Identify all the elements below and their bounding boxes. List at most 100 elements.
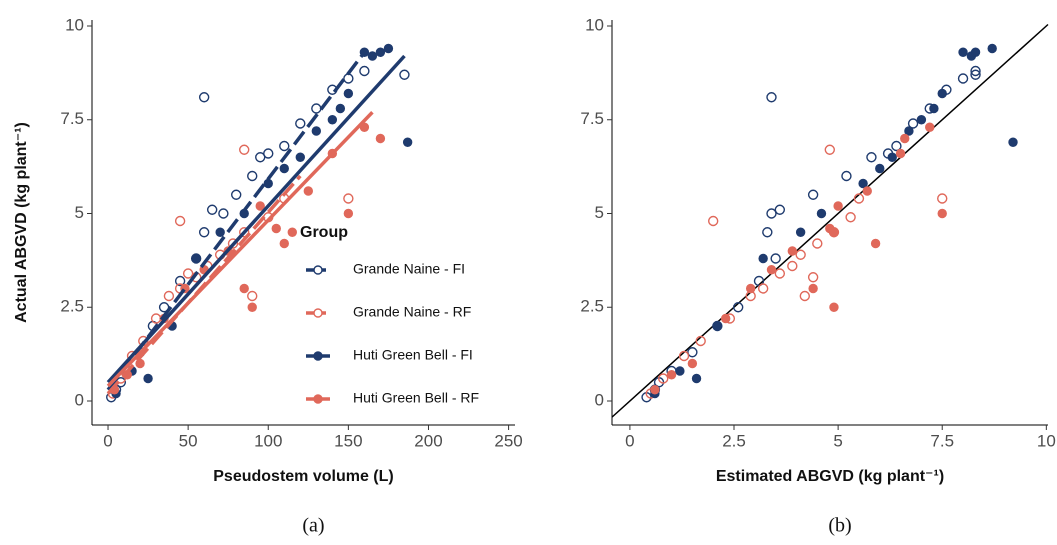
data-point bbox=[900, 133, 910, 144]
data-point bbox=[666, 370, 677, 380]
data-point bbox=[774, 204, 786, 215]
data-point bbox=[215, 227, 225, 237]
data-point bbox=[678, 350, 690, 362]
data-point bbox=[335, 103, 346, 114]
data-point bbox=[687, 358, 698, 369]
data-point bbox=[808, 283, 818, 294]
data-point bbox=[829, 302, 839, 312]
data-point bbox=[263, 148, 274, 159]
data-point bbox=[875, 163, 885, 174]
data-point bbox=[271, 223, 281, 234]
data-point bbox=[958, 47, 968, 57]
data-point bbox=[295, 118, 306, 129]
reference-line bbox=[611, 23, 1049, 418]
data-point bbox=[757, 283, 769, 294]
y-tick-label: 2.5 bbox=[580, 297, 604, 316]
data-point bbox=[675, 366, 685, 376]
fit-line bbox=[106, 54, 406, 384]
data-point bbox=[687, 347, 698, 358]
data-point bbox=[359, 122, 370, 132]
legend-title: Group bbox=[300, 224, 348, 241]
data-point bbox=[343, 208, 354, 219]
legend-label: Grande Naine - FI bbox=[353, 261, 465, 277]
legend-label: Huti Green Bell - FI bbox=[353, 347, 473, 363]
fit-line bbox=[106, 111, 374, 388]
data-point bbox=[311, 126, 322, 136]
data-point bbox=[987, 43, 997, 54]
data-point bbox=[970, 47, 981, 57]
data-point bbox=[343, 193, 354, 204]
data-point bbox=[163, 290, 175, 302]
legend-marker bbox=[313, 265, 323, 275]
data-point bbox=[766, 208, 777, 219]
data-point bbox=[816, 208, 827, 219]
data-point bbox=[311, 103, 322, 114]
data-point bbox=[206, 204, 218, 215]
x-tick-label: 7.5 bbox=[930, 431, 954, 450]
data-point bbox=[770, 253, 781, 264]
data-point bbox=[866, 152, 877, 163]
data-point bbox=[327, 115, 338, 125]
data-point bbox=[766, 92, 777, 103]
data-point bbox=[695, 335, 706, 347]
data-point bbox=[247, 290, 258, 302]
data-point bbox=[231, 189, 242, 200]
data-point bbox=[845, 212, 856, 223]
data-point bbox=[762, 227, 773, 238]
legend-label: Grande Naine - RF bbox=[353, 304, 471, 320]
data-point bbox=[929, 103, 939, 114]
data-point bbox=[732, 302, 744, 313]
data-point bbox=[198, 227, 210, 238]
data-point bbox=[191, 253, 201, 264]
data-point bbox=[774, 268, 786, 279]
x-tick-label: 150 bbox=[334, 431, 362, 450]
data-point bbox=[255, 201, 265, 211]
data-point bbox=[343, 73, 354, 84]
data-point bbox=[907, 118, 919, 129]
y-tick-label: 0 bbox=[75, 390, 84, 409]
data-point bbox=[812, 238, 823, 249]
data-point bbox=[862, 186, 872, 196]
data-point bbox=[937, 208, 947, 219]
data-point bbox=[691, 373, 702, 384]
data-point bbox=[247, 302, 257, 312]
data-point bbox=[650, 385, 660, 395]
y-tick-label: 7.5 bbox=[580, 109, 604, 128]
data-point bbox=[916, 115, 927, 125]
data-point bbox=[239, 144, 250, 155]
data-point bbox=[824, 144, 835, 155]
data-point bbox=[279, 163, 289, 174]
data-point bbox=[218, 208, 229, 219]
data-point bbox=[135, 358, 145, 369]
data-point bbox=[707, 215, 719, 227]
data-point bbox=[343, 88, 354, 99]
data-point bbox=[399, 69, 410, 80]
data-point bbox=[795, 249, 806, 260]
panel-caption: (a) bbox=[302, 515, 324, 537]
panel-caption: (b) bbox=[828, 515, 851, 537]
data-point bbox=[227, 238, 239, 249]
data-point bbox=[970, 65, 981, 77]
data-point bbox=[829, 227, 839, 237]
legend-marker bbox=[313, 351, 323, 361]
x-tick-label: 250 bbox=[494, 431, 522, 450]
data-point bbox=[359, 65, 370, 77]
data-point bbox=[957, 73, 969, 84]
data-point bbox=[303, 186, 314, 196]
data-point bbox=[174, 215, 186, 227]
y-tick-label: 5 bbox=[75, 203, 84, 222]
data-point bbox=[279, 140, 290, 152]
data-point bbox=[795, 227, 806, 237]
legend-label: Huti Green Bell - RF bbox=[353, 390, 479, 406]
data-point bbox=[712, 321, 723, 331]
data-point bbox=[150, 313, 162, 324]
x-tick-label: 50 bbox=[179, 431, 198, 450]
data-point bbox=[787, 260, 798, 272]
data-point bbox=[858, 178, 868, 189]
legend-marker bbox=[313, 308, 323, 318]
data-point bbox=[198, 92, 210, 103]
data-point bbox=[841, 170, 852, 182]
data-point bbox=[799, 290, 811, 302]
data-point bbox=[239, 283, 249, 294]
